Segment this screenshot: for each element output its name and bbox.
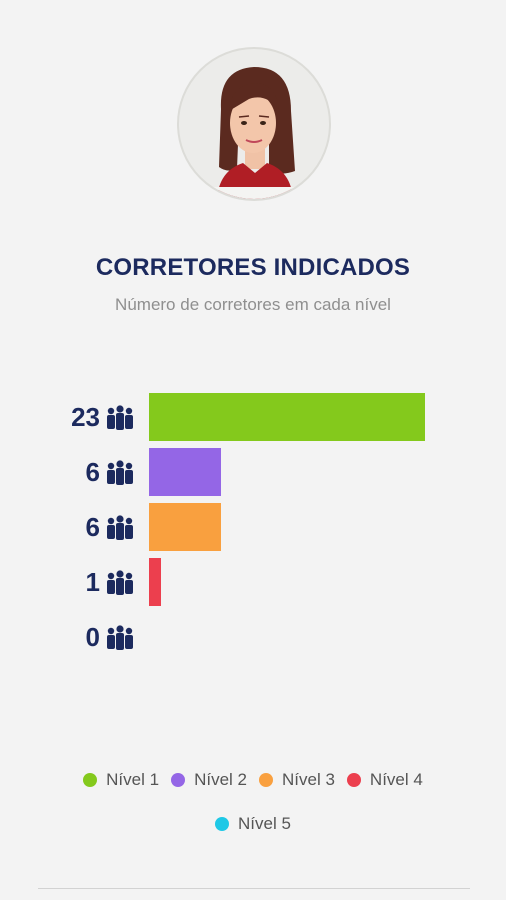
legend-item: Nível 3 [259, 770, 335, 790]
legend-label: Nível 2 [194, 770, 247, 789]
legend-label: Nível 4 [369, 770, 423, 789]
bar-level-1 [149, 393, 425, 441]
bottom-divider [38, 888, 470, 889]
people-group-icon [107, 405, 133, 430]
bar-level-3 [149, 503, 221, 551]
bar-level-4 [149, 558, 161, 606]
people-group-icon [107, 625, 133, 650]
page-title: CORRETORES INDICADOS [95, 254, 411, 281]
people-group-icon [107, 460, 133, 485]
legend-label: Nível 3 [282, 770, 335, 789]
legend-item: Nível 1 [83, 770, 159, 790]
people-group-icon [107, 515, 133, 540]
legend-item: Nível 2 [171, 770, 247, 790]
legend-dot [259, 773, 273, 787]
legend-item: Nível 4 [346, 770, 423, 790]
bar-value-label: 6 [85, 512, 100, 542]
legend-label: Nível 1 [106, 770, 160, 789]
bar-value-label: 1 [85, 567, 100, 597]
legend-dot [346, 773, 361, 787]
legend-row: Nível 5 [0, 814, 506, 836]
legend-dot [171, 773, 186, 787]
legend-dot [215, 817, 230, 831]
page-subtitle: Número de corretores em cada nível [115, 295, 391, 314]
bar-value-label: 0 [85, 622, 100, 652]
legend-dot [83, 773, 98, 787]
woman-avatar-icon [213, 67, 297, 199]
people-group-icon [107, 570, 133, 595]
user-avatar [177, 47, 331, 201]
bar-value-label: 6 [85, 457, 100, 487]
bar-value-label: 23 [71, 402, 100, 432]
legend-item: Nível 5 [215, 814, 291, 834]
legend-row: Nível 1 Nível 2 Nível 3 Nível 4 [0, 770, 506, 792]
bar-level-2 [149, 448, 221, 496]
legend-label: Nível 5 [238, 814, 291, 833]
